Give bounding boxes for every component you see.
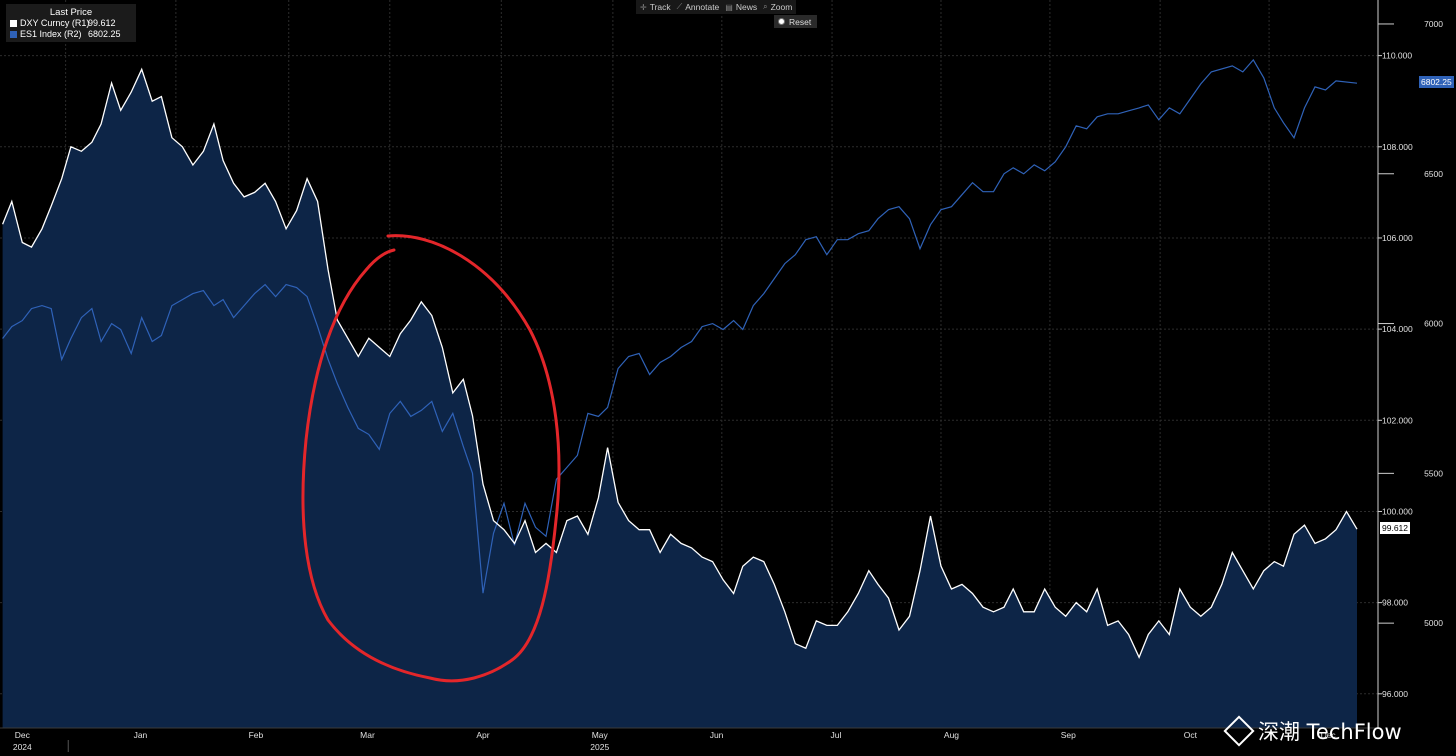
x-tick-label: Oct [1184, 730, 1198, 740]
reset-label: Reset [789, 16, 812, 27]
annotate-button[interactable]: ⟋ Annotate [677, 2, 720, 12]
dxy-line [1, 67, 1358, 659]
watermark-text: 深潮 TechFlow [1258, 720, 1402, 744]
x-tick-label: Apr [476, 730, 489, 740]
crosshair-icon: ✛ [640, 2, 647, 12]
track-label: Track [649, 2, 671, 12]
legend-header: Last Price [49, 7, 93, 18]
x-tick-label: Sep [1061, 730, 1076, 740]
r1-tick-label: 100.000 [1382, 506, 1413, 516]
x-tick-label: Jun [710, 730, 724, 740]
chart-toolbar: ✛ Track ⟋ Annotate ▤ News ⌕ Zoom [636, 0, 797, 14]
reset-radio-icon [778, 18, 785, 25]
x-tick-label: Dec [15, 730, 31, 740]
r1-tick-label: 96.000 [1382, 689, 1408, 699]
track-button[interactable]: ✛ Track [640, 2, 671, 12]
legend-es1-value: 6802.25 [88, 29, 121, 39]
legend-row-es1: ES1 Index (R2) 6802.25 [6, 29, 136, 40]
r2-tick-label: 5500 [1424, 468, 1443, 478]
x-tick-label: Dec [1321, 730, 1337, 740]
es1-last-price-tag: 6802.25 [1419, 76, 1454, 89]
legend-es1-name: ES1 Index (R2) [20, 29, 82, 39]
legend: Last Price DXY Curncy (R1) 99.612 ES1 In… [6, 4, 136, 42]
r1-tick-label: 102.000 [1382, 415, 1413, 425]
x-year-label: 2024 [13, 742, 32, 752]
news-button[interactable]: ▤ News [725, 2, 757, 12]
zoom-button[interactable]: ⌕ Zoom [763, 2, 792, 12]
r2-tick-label: 7000 [1424, 19, 1443, 29]
x-axis: Dec Jan Feb Mar Apr May Jun Jul Aug Sep Oct Dec 2024… [13, 730, 1337, 752]
r1-tick-label: 106.000 [1382, 233, 1413, 243]
news-label: News [735, 2, 758, 12]
legend-row-dxy: DXY Curncy (R1) 99.612 [6, 18, 136, 29]
pencil-icon: ⟋ [676, 2, 683, 11]
r1-tick-label: 110.000 [1382, 51, 1412, 61]
legend-dxy-name: DXY Curncy (R1) [20, 18, 90, 28]
x-tick-label: Jul [831, 730, 842, 740]
red-hand-drawn-ellipse [301, 234, 561, 683]
annotate-label: Annotate [685, 2, 720, 12]
watermark: 深潮 TechFlow [1223, 715, 1402, 747]
news-icon: ▤ [725, 2, 733, 12]
es1-swatch-icon [10, 31, 17, 38]
right-axis-r2: 7000 6500 6000 5500 5000 [1378, 19, 1443, 628]
dxy-swatch-icon [10, 20, 17, 27]
x-year-label: 2025 [590, 742, 609, 752]
x-tick-label: Mar [360, 730, 375, 740]
x-tick-label: Feb [249, 730, 264, 740]
x-tick-label: Jan [134, 730, 148, 740]
x-tick-label: Aug [944, 730, 959, 740]
reset-button[interactable]: Reset [774, 15, 818, 28]
r1-tick-label: 108.000 [1382, 142, 1413, 152]
r2-tick-label: 6000 [1424, 319, 1443, 329]
x-tick-label: May [592, 730, 609, 740]
r2-tick-label: 5000 [1424, 618, 1443, 628]
legend-dxy-value: 99.612 [88, 18, 116, 28]
r1-tick-label: 98.000 [1382, 598, 1408, 608]
zoom-label: Zoom [770, 2, 793, 12]
right-axis-r1: 110.000 108.000 106.000 104.000 102.000 100.0… [1378, 51, 1413, 699]
magnifier-icon: ⌕ [763, 2, 768, 11]
es1-line [2, 58, 1358, 594]
dxy-area [2, 69, 1357, 728]
techflow-logo-icon [1223, 715, 1255, 747]
r1-tick-label: 104.000 [1382, 324, 1413, 334]
dxy-last-price-tag: 99.612 [1380, 522, 1410, 535]
r2-tick-label: 6500 [1424, 169, 1443, 179]
